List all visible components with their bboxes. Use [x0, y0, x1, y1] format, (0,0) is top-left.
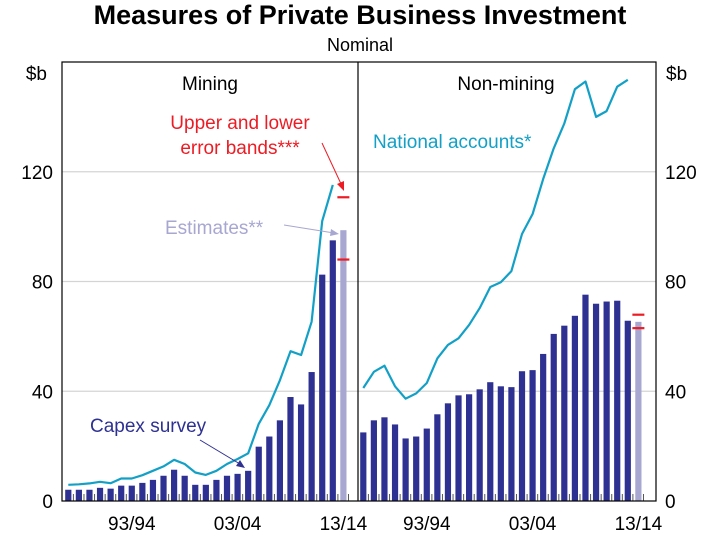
annotation-error-bands-1: Upper and lower — [170, 113, 310, 134]
capex-bar — [476, 389, 483, 501]
capex-bar — [444, 403, 452, 501]
capex-bar — [86, 489, 93, 501]
capex-bar — [550, 333, 557, 501]
x-tick-label: 03/04 — [214, 514, 262, 535]
capex-bar — [540, 353, 547, 501]
capex-bar — [213, 479, 220, 501]
capex-bar — [434, 414, 441, 501]
panel-title-mining: Mining — [182, 74, 238, 95]
x-tick-label: 13/14 — [320, 514, 368, 535]
capex-bar — [276, 420, 283, 501]
panel-title-non-mining: Non-mining — [457, 74, 554, 95]
capex-survey-arrowhead — [236, 460, 245, 468]
capex-bar — [245, 470, 252, 501]
error-bands-arrowhead — [337, 181, 344, 191]
annotation-national-accounts: National accounts* — [373, 132, 532, 153]
capex-bar — [571, 315, 578, 501]
capex-bar — [96, 487, 104, 501]
capex-bar — [381, 417, 388, 501]
capex-bar — [497, 386, 504, 501]
capex-bar — [487, 382, 494, 501]
y-tick-label-left: 80 — [32, 273, 53, 294]
annotation-error-bands-2: error bands*** — [180, 138, 300, 159]
national-accounts-line — [362, 78, 629, 400]
capex-survey-arrow — [199, 439, 241, 465]
capex-bar — [234, 473, 241, 501]
capex-bar — [192, 484, 199, 501]
national-accounts-line — [68, 184, 334, 486]
x-tick-label: 93/94 — [403, 514, 451, 535]
capex-bar — [592, 303, 600, 501]
capex-bar — [223, 475, 231, 501]
y-tick-label-right: 0 — [665, 492, 676, 513]
capex-bar — [128, 485, 135, 501]
capex-bar — [413, 436, 420, 501]
capex-bar — [171, 469, 178, 501]
capex-bar — [329, 240, 336, 501]
error-bands-arrow — [321, 142, 343, 187]
estimates-arrowhead — [330, 229, 339, 236]
capex-bar — [614, 300, 621, 501]
capex-bar — [266, 436, 273, 501]
capex-bar — [518, 371, 526, 501]
capex-bar — [308, 372, 315, 501]
capex-bar — [319, 274, 326, 501]
capex-bar — [181, 475, 188, 501]
estimate-bar — [340, 230, 347, 501]
capex-bar — [287, 397, 294, 501]
capex-bar — [624, 320, 631, 501]
capex-bar — [160, 475, 167, 501]
annotation-estimates: Estimates** — [165, 218, 264, 239]
capex-bar — [297, 404, 305, 501]
x-tick-label: 03/04 — [509, 514, 557, 535]
capex-bar — [360, 432, 367, 501]
capex-bar — [118, 485, 125, 501]
chart-subtitle: Nominal — [327, 35, 393, 55]
estimates-arrow — [283, 224, 335, 234]
capex-bar — [107, 488, 114, 501]
y-axis-label-right: $b — [666, 64, 687, 85]
y-tick-label-right: 80 — [665, 273, 686, 294]
chart-title: Measures of Private Business Investment — [94, 0, 627, 30]
capex-bar — [149, 479, 157, 501]
y-tick-label-right: 120 — [665, 163, 697, 184]
capex-bar — [75, 489, 82, 501]
capex-bar — [529, 370, 536, 501]
capex-bar — [255, 446, 262, 501]
y-tick-label-left: 0 — [42, 492, 53, 513]
y-axis-label-left: $b — [26, 64, 47, 85]
capex-bar — [202, 484, 209, 501]
capex-bar — [455, 395, 462, 501]
capex-bar — [402, 438, 409, 501]
capex-bar — [423, 428, 430, 501]
y-tick-label-left: 120 — [21, 163, 53, 184]
y-tick-label-left: 40 — [32, 382, 53, 403]
plot-frame — [61, 61, 657, 502]
annotation-capex-survey: Capex survey — [90, 416, 207, 437]
capex-bar — [466, 394, 473, 501]
capex-bar — [603, 301, 610, 501]
capex-bar — [508, 387, 515, 501]
x-tick-label: 13/14 — [615, 514, 663, 535]
capex-bar — [391, 424, 399, 501]
capex-bar — [65, 489, 72, 501]
y-tick-label-right: 40 — [665, 382, 686, 403]
capex-bar — [370, 420, 377, 501]
capex-bar — [561, 325, 568, 501]
capex-bar — [582, 294, 589, 501]
estimate-bar — [635, 321, 642, 501]
capex-bar — [139, 482, 146, 501]
x-tick-label: 93/94 — [108, 514, 156, 535]
